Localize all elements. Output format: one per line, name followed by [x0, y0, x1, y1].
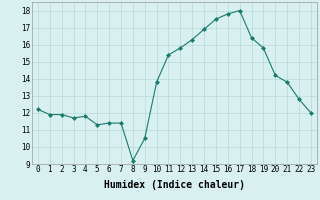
X-axis label: Humidex (Indice chaleur): Humidex (Indice chaleur)	[104, 180, 245, 190]
